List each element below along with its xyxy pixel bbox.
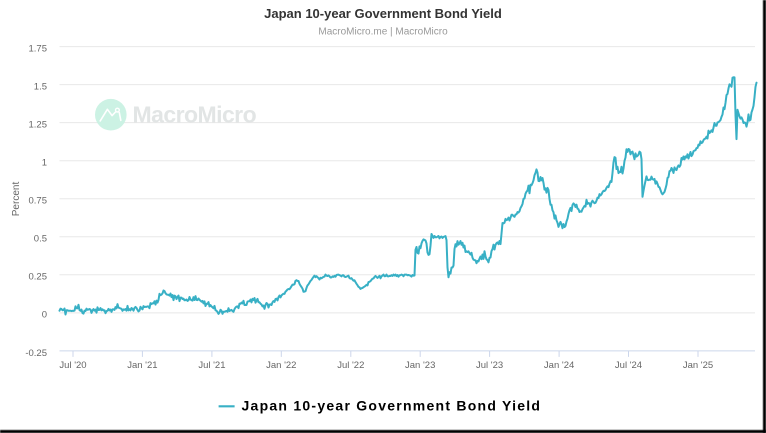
svg-text:Jan '22: Jan '22	[266, 360, 296, 371]
svg-text:1.75: 1.75	[29, 43, 48, 54]
svg-text:-0.25: -0.25	[25, 348, 47, 359]
svg-text:0.75: 0.75	[29, 196, 48, 207]
svg-text:Jul '21: Jul '21	[198, 360, 225, 371]
svg-text:Jan '25: Jan '25	[683, 360, 713, 371]
svg-text:0.25: 0.25	[29, 272, 48, 283]
svg-text:Percent: Percent	[11, 182, 22, 217]
svg-text:1.5: 1.5	[34, 81, 47, 92]
svg-text:Jul '23: Jul '23	[476, 360, 503, 371]
svg-text:Japan 10-year Government Bond: Japan 10-year Government Bond Yield	[242, 397, 542, 413]
svg-text:MacroMicro.me | MacroMicro: MacroMicro.me | MacroMicro	[318, 27, 448, 38]
svg-text:1: 1	[42, 158, 47, 169]
svg-text:MacroMicro: MacroMicro	[133, 102, 257, 128]
svg-text:Jul '24: Jul '24	[615, 360, 642, 371]
svg-text:0.5: 0.5	[34, 234, 47, 245]
svg-text:Jan '23: Jan '23	[405, 360, 435, 371]
svg-text:0: 0	[42, 310, 47, 321]
svg-text:Jul '20: Jul '20	[59, 360, 86, 371]
svg-text:1.25: 1.25	[29, 119, 48, 130]
svg-text:Jan '21: Jan '21	[127, 360, 157, 371]
svg-text:Jan '24: Jan '24	[544, 360, 574, 371]
svg-text:Jul '22: Jul '22	[337, 360, 364, 371]
svg-text:Japan 10-year Government Bond: Japan 10-year Government Bond Yield	[264, 6, 502, 21]
